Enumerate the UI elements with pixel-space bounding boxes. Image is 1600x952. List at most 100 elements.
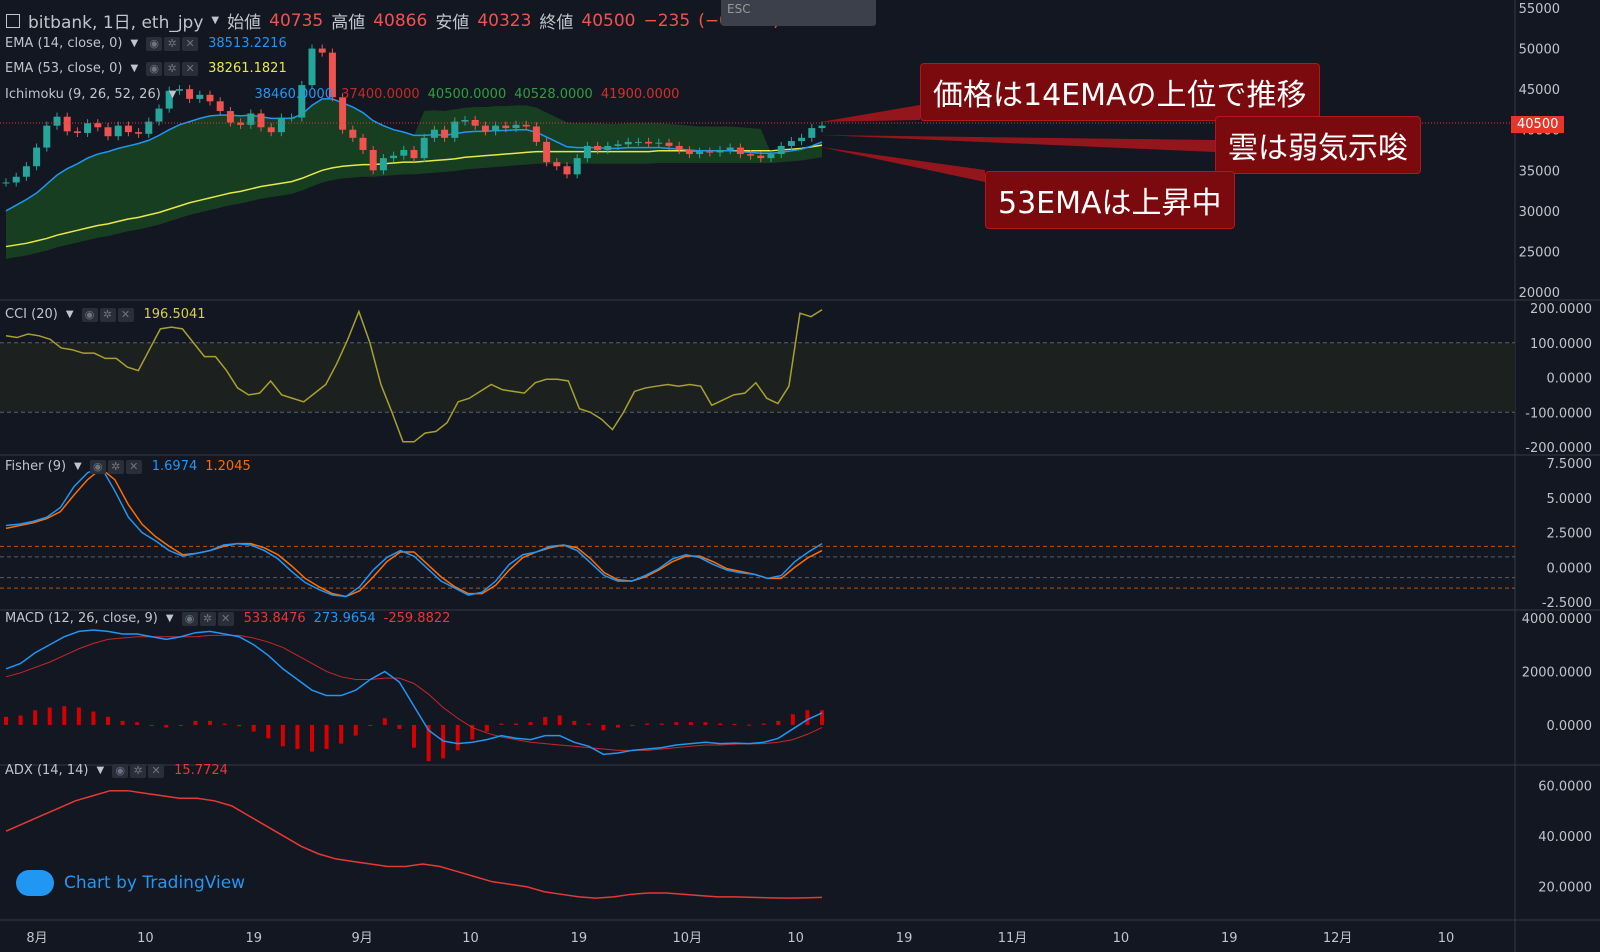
time-tick-label: 12月 (1323, 931, 1353, 946)
close-icon[interactable]: ✕ (117, 308, 134, 322)
cci-tick-label: 200.0000 (1530, 302, 1592, 317)
legend-fisher[interactable]: Fisher (9) ▼ ◉ ✲ ✕ 1.6974 1.2045 (5, 459, 251, 474)
annotation-callout-3[interactable]: 53EMAは上昇中 (985, 171, 1235, 229)
annotation-text-2: 雲は弱気示唆 (1228, 131, 1408, 166)
candle-body (798, 137, 806, 142)
legend-ema14[interactable]: EMA (14, close, 0) ▼ ◉ ✲ ✕ 38513.2216 (5, 36, 287, 51)
collapse-icon[interactable] (6, 13, 20, 28)
high-value: 40866 (373, 10, 428, 31)
macd-histogram-bar (222, 723, 227, 725)
eye-icon[interactable]: ◉ (89, 460, 106, 474)
eye-icon[interactable]: ◉ (112, 764, 129, 778)
tradingview-logo[interactable]: Chart by TradingView (16, 870, 245, 896)
candle-body (369, 150, 377, 171)
candle-body (624, 141, 632, 145)
chevron-down-icon[interactable]: ▼ (211, 15, 220, 26)
gear-icon[interactable]: ✲ (130, 764, 147, 778)
price-tick-label: 20000 (1519, 286, 1560, 301)
macd-histogram-bar (237, 724, 242, 727)
fisher-line (5, 466, 823, 598)
candle-body (818, 125, 826, 129)
legend-cci[interactable]: CCI (20) ▼ ◉ ✲ ✕ 196.5041 (5, 307, 206, 322)
chevron-down-icon[interactable]: ▼ (65, 309, 74, 320)
symbol-title[interactable]: bitbank, 1日, eth_jpy (28, 13, 204, 33)
time-tick-label: 19 (1221, 931, 1238, 946)
macd-histogram-bar (266, 724, 271, 739)
eye-icon[interactable]: ◉ (81, 308, 98, 322)
time-tick-label: 9月 (352, 931, 373, 946)
candle-body (665, 142, 673, 146)
escape-hint[interactable]: ESC (721, 0, 876, 26)
candle-body (594, 145, 602, 150)
cci-tick-label: 0.0000 (1547, 372, 1593, 387)
close-icon[interactable]: ✕ (217, 612, 234, 626)
candle-body (777, 145, 785, 155)
adx-tick-label: 20.0000 (1538, 881, 1592, 896)
macd-histogram-bar (18, 715, 23, 725)
fisher-tick-label: 0.0000 (1547, 561, 1593, 576)
candle-body (196, 94, 204, 99)
gear-icon[interactable]: ✲ (164, 37, 181, 51)
eye-icon[interactable]: ◉ (146, 62, 163, 76)
macd-histogram-bar (820, 710, 824, 725)
chevron-down-icon[interactable]: ▼ (96, 765, 105, 776)
macd-histogram-bar (339, 724, 344, 744)
close-icon[interactable]: ✕ (148, 764, 165, 778)
macd-histogram-bar (47, 707, 52, 725)
candle-body (12, 176, 20, 183)
chevron-down-icon[interactable]: ▼ (130, 38, 139, 49)
price-axis-bg (1515, 0, 1600, 952)
chevron-down-icon[interactable]: ▼ (74, 461, 82, 472)
chevron-down-icon[interactable]: ▼ (130, 63, 139, 74)
macd-histogram-bar (790, 714, 795, 725)
legend-ichimoku[interactable]: Ichimoku (9, 26, 52, 26) ▼ 38460.0000 374… (5, 87, 679, 102)
cci-tick-label: -200.0000 (1525, 441, 1592, 456)
macd-histogram-bar (528, 722, 533, 725)
candle-body (481, 125, 489, 132)
legend-adx[interactable]: ADX (14, 14) ▼ ◉ ✲ ✕ 15.7724 (5, 763, 228, 778)
candle-body (706, 151, 714, 153)
macd-v3: -259.8822 (383, 611, 451, 626)
callout-pointer-3 (820, 147, 985, 182)
cci-band (0, 342, 1515, 413)
price-tick-label: 50000 (1519, 43, 1560, 58)
candle-body (288, 117, 296, 119)
macd-histogram-bar (412, 724, 416, 748)
candle-body (420, 137, 428, 159)
time-tick-label: 10 (787, 931, 804, 946)
change-value: −235 (643, 10, 691, 31)
macd-histogram-bar (310, 724, 314, 752)
close-value: 40500 (581, 10, 636, 31)
price-tick-label: 55000 (1519, 2, 1560, 17)
candle-body (114, 125, 122, 137)
gear-icon[interactable]: ✲ (164, 62, 181, 76)
close-icon[interactable]: ✕ (125, 460, 142, 474)
candle-body (124, 125, 132, 133)
ema53-label: EMA (53, close, 0) (5, 61, 123, 76)
chevron-down-icon[interactable]: ▼ (168, 89, 177, 100)
fisher-tick-label: 5.0000 (1547, 492, 1593, 507)
gear-icon[interactable]: ✲ (99, 308, 116, 322)
macd-histogram-bar (324, 724, 329, 749)
close-icon[interactable]: ✕ (182, 37, 199, 51)
time-tick-label: 10月 (673, 931, 703, 946)
legend-macd[interactable]: MACD (12, 26, close, 9) ▼ ◉ ✲ ✕ 533.8476 27… (5, 611, 450, 626)
price-tick-label: 35000 (1519, 164, 1560, 179)
time-tick-label: 10 (1113, 931, 1130, 946)
eye-icon[interactable]: ◉ (181, 612, 198, 626)
annotation-callout-2[interactable]: 雲は弱気示唆 (1215, 116, 1421, 174)
ichimoku-v1: 38460.0000 (254, 87, 334, 102)
eye-icon[interactable]: ◉ (146, 37, 163, 51)
gear-icon[interactable]: ✲ (107, 460, 124, 474)
macd-label: MACD (12, 26, close, 9) (5, 611, 158, 626)
chevron-down-icon[interactable]: ▼ (165, 613, 174, 624)
candle-body (645, 141, 653, 144)
annotation-callout-1[interactable]: 価格は14EMAの上位で推移 (920, 63, 1320, 121)
candle-body (492, 125, 500, 132)
esc-hint-text: ESC (727, 2, 751, 16)
legend-ema53[interactable]: EMA (53, close, 0) ▼ ◉ ✲ ✕ 38261.1821 (5, 61, 287, 76)
close-icon[interactable]: ✕ (182, 62, 199, 76)
gear-icon[interactable]: ✲ (199, 612, 216, 626)
candle-body (655, 142, 663, 144)
time-tick-label: 10 (1438, 931, 1455, 946)
